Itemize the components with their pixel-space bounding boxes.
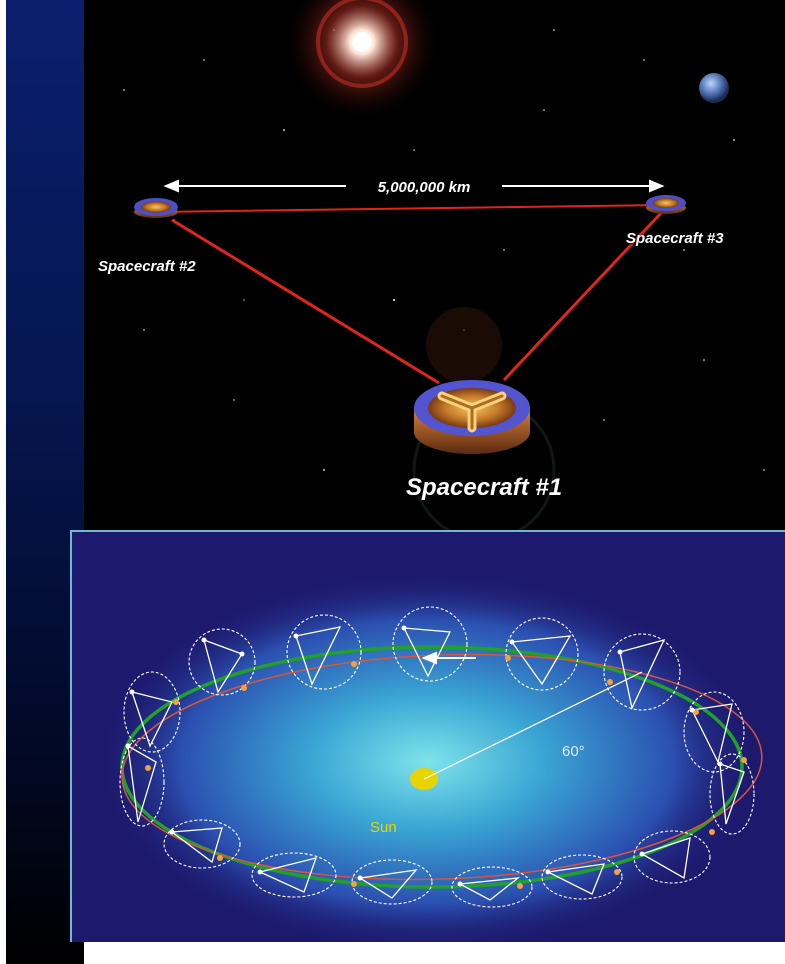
spacecraft-2-label: Spacecraft #2 (98, 258, 196, 275)
laser-links (157, 204, 664, 385)
spacecraft-constellation-panel: 5,000,000 km Spacecraft #2 (84, 0, 785, 530)
orbit-markers (145, 655, 747, 889)
distance-label: 5,000,000 km (378, 179, 471, 196)
constellation-graphic: 5,000,000 km (123, 0, 765, 530)
orbit-direction-arrow (421, 651, 476, 665)
sun-label: Sun (370, 819, 397, 836)
spacecraft-dots (125, 625, 723, 887)
angle-label: 60° (562, 743, 585, 760)
radius-line (423, 671, 643, 780)
starfield (123, 29, 765, 471)
spacecraft-2-graphic (134, 198, 178, 218)
constellation-triangles (127, 626, 745, 901)
sun-glare (282, 0, 442, 122)
spacecraft-3-graphic (646, 195, 686, 214)
distance-arrow (163, 179, 665, 193)
spacecraft-1-graphic (414, 380, 530, 454)
constellation-positions (119, 606, 755, 908)
spacecraft-1-label: Spacecraft #1 (406, 474, 563, 501)
orbit-graphic: 60° Sun (97, 572, 763, 942)
orbit-green (120, 645, 744, 889)
earth (699, 73, 729, 103)
spacecraft-3-label: Spacecraft #3 (626, 230, 724, 247)
orbit-diagram-panel: 60° Sun (70, 530, 785, 942)
